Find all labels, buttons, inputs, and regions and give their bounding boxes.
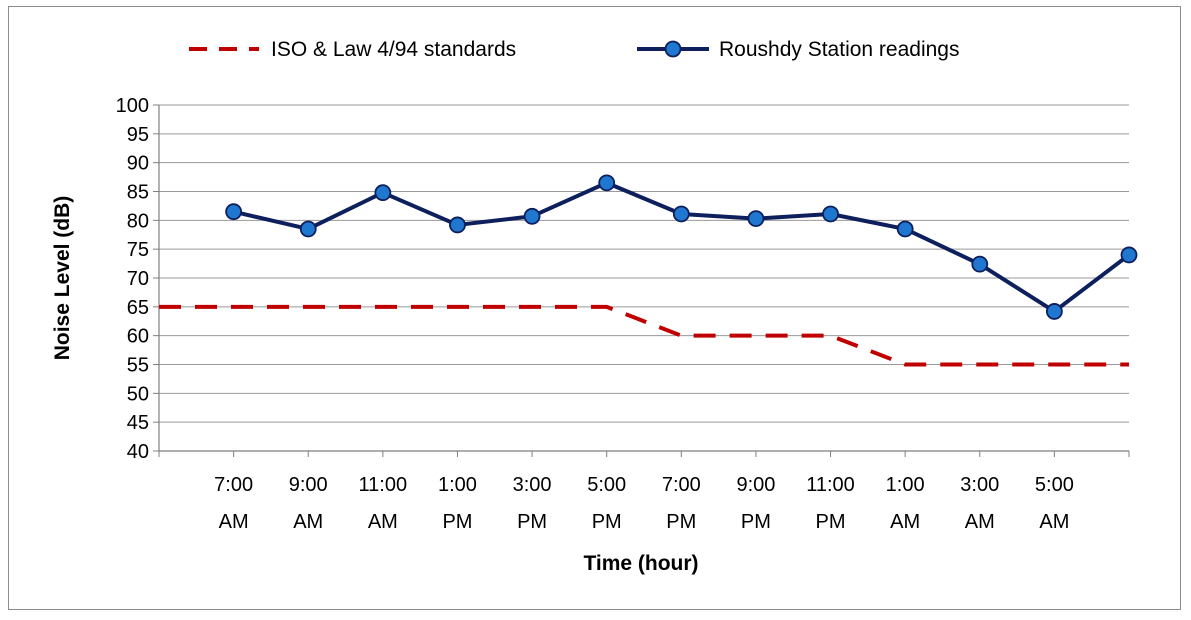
x-tick-label: 1:00 — [438, 474, 477, 496]
y-tick-label: 100 — [116, 95, 149, 117]
x-tick-label: 11:00 — [359, 474, 408, 496]
y-tick-label: 50 — [127, 383, 149, 405]
x-tick-labels: 7:00 AM 9:00 AM 11:00 AM 1:00 PM 3:00 PM 5:00 PM 7:0… — [214, 474, 1074, 533]
legend: ISO & Law 4/94 standards Roushdy Station… — [189, 38, 960, 61]
x-tick-label: PM — [592, 511, 622, 533]
x-tick-label: PM — [666, 511, 696, 533]
x-tick-label: PM — [741, 511, 771, 533]
x-axis-title: Time (hour) — [583, 552, 698, 575]
x-tick-label: AM — [965, 511, 995, 533]
y-tick-label: 45 — [127, 412, 149, 434]
y-tick-label: 75 — [127, 239, 149, 261]
x-tick-label: 5:00 — [587, 474, 626, 496]
x-tick-label: AM — [219, 511, 249, 533]
x-tick-label: 7:00 — [662, 474, 701, 496]
x-tick-label: 3:00 — [960, 474, 999, 496]
x-tick-label: 9:00 — [289, 474, 328, 496]
y-tick-label: 95 — [127, 124, 149, 146]
data-point-readings — [374, 184, 392, 202]
legend-label-readings: Roushdy Station readings — [719, 38, 960, 61]
noise-level-chart: 40 45 50 55 60 65 70 75 80 85 90 95 100 7:00 AM 9:00 AM… — [51, 38, 1138, 575]
series-group — [159, 174, 1138, 367]
axes — [153, 104, 1130, 457]
x-tick-label: 1:00 — [886, 474, 925, 496]
chart-frame: 40 45 50 55 60 65 70 75 80 85 90 95 100 7:00 AM 9:00 AM… — [8, 6, 1181, 610]
x-tick-label: AM — [1039, 511, 1069, 533]
legend-label-standards: ISO & Law 4/94 standards — [271, 38, 516, 61]
data-point-readings — [1045, 303, 1063, 320]
data-point-readings — [896, 220, 914, 238]
data-point-readings — [598, 174, 616, 192]
y-tick-label: 90 — [127, 153, 149, 175]
data-point-readings — [747, 210, 765, 228]
x-tick-label: PM — [816, 511, 846, 533]
y-tick-labels: 40 45 50 55 60 65 70 75 80 85 90 95 100 — [116, 95, 149, 463]
x-tick-label: AM — [293, 511, 323, 533]
legend-marker-readings — [664, 40, 682, 58]
y-tick-label: 85 — [127, 182, 149, 204]
y-tick-label: 40 — [127, 441, 149, 463]
data-point-readings — [225, 203, 243, 221]
y-axis-title: Noise Level (dB) — [51, 196, 74, 361]
x-tick-label: 9:00 — [736, 474, 775, 496]
x-tick-label: 7:00 — [214, 474, 253, 496]
x-tick-label: 5:00 — [1035, 474, 1074, 496]
data-point-readings — [523, 207, 541, 225]
series-line-readings — [233, 180, 1131, 314]
y-tick-label: 70 — [127, 268, 149, 290]
series-line-standards — [159, 304, 1129, 367]
x-tick-label: 11:00 — [806, 474, 855, 496]
x-tick-label: AM — [368, 511, 398, 533]
y-tick-label: 65 — [127, 297, 149, 319]
grid — [159, 104, 1129, 423]
data-point-readings — [1120, 246, 1138, 264]
x-tick-label: 3:00 — [513, 474, 552, 496]
data-point-readings — [822, 205, 839, 223]
data-point-readings — [971, 255, 989, 273]
x-tick-label: PM — [517, 511, 547, 533]
data-point-readings — [672, 205, 690, 223]
x-tick-label: PM — [442, 511, 472, 533]
y-tick-label: 60 — [127, 326, 149, 348]
y-tick-label: 55 — [127, 355, 149, 377]
y-tick-label: 80 — [127, 210, 149, 232]
data-point-readings — [299, 220, 317, 238]
data-point-readings — [449, 216, 466, 234]
x-tick-label: AM — [890, 511, 920, 533]
